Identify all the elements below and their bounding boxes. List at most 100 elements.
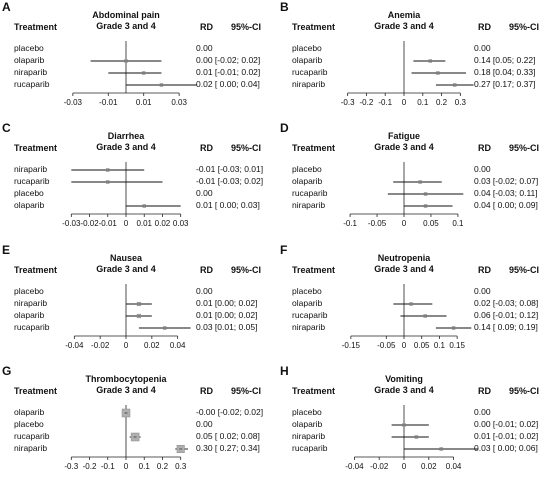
rd-ci-value: 0.00	[196, 43, 213, 53]
x-tick-label: 0.2	[436, 98, 448, 107]
treatment-header: Treatment	[292, 265, 336, 275]
rd-ci-value: 0.04 [-0.03; 0.11]	[474, 188, 538, 198]
treatment-label: niraparib	[292, 322, 326, 332]
panel-title: Nausea	[109, 253, 143, 263]
forest-panel-g: G Thrombocytopenia Grade 3 and 4 Treatment R…	[0, 364, 270, 482]
treatment-label: rucaparib	[14, 322, 50, 332]
treatment-header: Treatment	[292, 143, 336, 153]
forest-plot-svg: -0.04 -0.02 0 0.02 0.04	[65, 284, 191, 350]
panel-subtitle: Grade 3 and 4	[374, 264, 434, 274]
forest-panel-h: H Vomiting Grade 3 and 4 Treatment RD 95%-CI -…	[278, 364, 548, 482]
forest-panel-b: B Anemia Grade 3 and 4 Treatment RD 95%-CI -0.…	[278, 0, 548, 118]
x-tick-label: 0.02	[421, 462, 437, 471]
treatment-label: niraparib	[292, 431, 326, 441]
x-tick-label: 0	[124, 219, 129, 228]
rd-ci-value: 0.01 [0.00; 0.02]	[196, 310, 258, 320]
rd-ci-value: -0.01 [-0.03; 0.01]	[196, 164, 264, 174]
rd-header: RD	[200, 143, 213, 153]
treatment-label: olaparib	[292, 419, 323, 429]
rd-ci-value: 0.00 [-0.01; 0.02]	[474, 419, 539, 429]
treatment-label: olaparib	[14, 55, 45, 65]
forest-plot-svg: -0.3 -0.2 -0.1 0 0.1 0.2 0.3	[64, 405, 188, 471]
x-tick-label: -0.05	[377, 341, 396, 350]
x-tick-label: -0.3	[64, 462, 78, 471]
rd-header: RD	[478, 386, 491, 396]
rd-header: RD	[478, 143, 491, 153]
treatment-label: placebo	[14, 419, 44, 429]
x-tick-label: 0.03	[173, 219, 189, 228]
x-tick-label: -0.01	[99, 98, 118, 107]
x-tick-label: -0.03	[64, 98, 83, 107]
forest-panel-d: D Fatigue Grade 3 and 4 Treatment RD 95%-CI -0…	[278, 121, 548, 239]
panel-letter: E	[2, 243, 11, 257]
x-tick-label: 0.04	[446, 462, 462, 471]
x-tick-label: -0.3	[341, 98, 355, 107]
treatment-label: rucaparib	[292, 443, 328, 453]
treatment-label: olaparib	[14, 200, 45, 210]
x-tick-label: 0	[402, 341, 407, 350]
x-tick-label: 0.05	[423, 219, 439, 228]
forest-plot-svg: -0.03 -0.01 0.01 0.03	[64, 41, 197, 107]
rd-ci-value: -0.00 [-0.02; 0.02]	[196, 407, 264, 417]
panel-title: Diarrhea	[107, 131, 145, 141]
treatment-label: olaparib	[292, 176, 323, 186]
panel-title: Vomiting	[385, 374, 423, 384]
treatment-label: placebo	[14, 286, 44, 296]
rd-ci-value: 0.04 [ 0.00; 0.09]	[474, 200, 538, 210]
panel-subtitle: Grade 3 and 4	[374, 385, 434, 395]
forest-plot-svg: -0.3 -0.2 -0.1 0 0.1 0.2 0.3	[341, 41, 474, 107]
treatment-header: Treatment	[14, 143, 58, 153]
x-tick-label: 0	[402, 462, 407, 471]
panel-letter: A	[2, 0, 11, 14]
treatment-label: rucaparib	[292, 310, 328, 320]
panel-subtitle: Grade 3 and 4	[96, 385, 156, 395]
ci-header: 95%-CI	[231, 386, 262, 396]
treatment-label: placebo	[292, 286, 322, 296]
x-tick-label: -0.04	[345, 462, 364, 471]
x-tick-label: 0.01	[136, 219, 152, 228]
x-tick-label: -0.03	[62, 219, 81, 228]
rd-ci-value: 0.00	[474, 43, 491, 53]
treatment-label: rucaparib	[14, 176, 50, 186]
x-tick-label: 0.3	[175, 462, 187, 471]
x-tick-label: 0.2	[157, 462, 169, 471]
x-tick-label: 0.1	[452, 219, 464, 228]
x-tick-label: -0.2	[360, 98, 374, 107]
ci-header: 95%-CI	[509, 265, 540, 275]
rd-ci-value: 0.00 [-0.02; 0.02]	[196, 55, 261, 65]
x-tick-label: 0.05	[414, 341, 430, 350]
treatment-label: rucaparib	[14, 79, 50, 89]
x-tick-label: -0.02	[370, 462, 389, 471]
rd-ci-value: 0.01 [-0.01; 0.02]	[474, 431, 539, 441]
panel-subtitle: Grade 3 and 4	[96, 21, 156, 31]
ci-header: 95%-CI	[509, 22, 540, 32]
forest-panel-f: F Neutropenia Grade 3 and 4 Treatment RD 95%-…	[278, 243, 548, 361]
x-tick-label: 0	[124, 462, 129, 471]
ci-header: 95%-CI	[231, 265, 262, 275]
x-tick-label: 0.15	[449, 341, 465, 350]
rd-ci-value: 0.00	[474, 164, 491, 174]
rd-ci-value: 0.05 [ 0.02; 0.08]	[196, 431, 260, 441]
panel-subtitle: Grade 3 and 4	[96, 264, 156, 274]
x-tick-label: 0.02	[144, 341, 160, 350]
x-tick-label: 0.1	[417, 98, 429, 107]
ci-header: 95%-CI	[509, 143, 540, 153]
panel-letter: G	[2, 364, 12, 378]
rd-ci-value: 0.00	[196, 188, 213, 198]
treatment-label: olaparib	[14, 310, 45, 320]
panel-title: Thrombocytopenia	[85, 374, 167, 384]
forest-plot-svg: -0.03 -0.02 -0.01 0 0.01 0.02 0.03	[62, 162, 189, 228]
x-tick-label: 0	[402, 98, 407, 107]
panel-subtitle: Grade 3 and 4	[374, 142, 434, 152]
rd-ci-value: 0.06 [-0.01; 0.12]	[474, 310, 539, 320]
rd-ci-value: 0.01 [ 0.00; 0.03]	[196, 200, 260, 210]
x-tick-label: -0.05	[368, 219, 387, 228]
forest-plot-svg: -0.04 -0.02 0 0.02 0.04	[345, 405, 479, 471]
x-tick-label: 0.03	[171, 98, 187, 107]
treatment-header: Treatment	[14, 386, 58, 396]
rd-ci-value: 0.18 [0.04; 0.33]	[474, 67, 536, 77]
treatment-label: rucaparib	[292, 67, 328, 77]
rd-ci-value: 0.27 [0.17; 0.37]	[474, 79, 536, 89]
x-tick-label: -0.2	[83, 462, 97, 471]
rd-ci-value: 0.01 [0.00; 0.02]	[196, 298, 258, 308]
